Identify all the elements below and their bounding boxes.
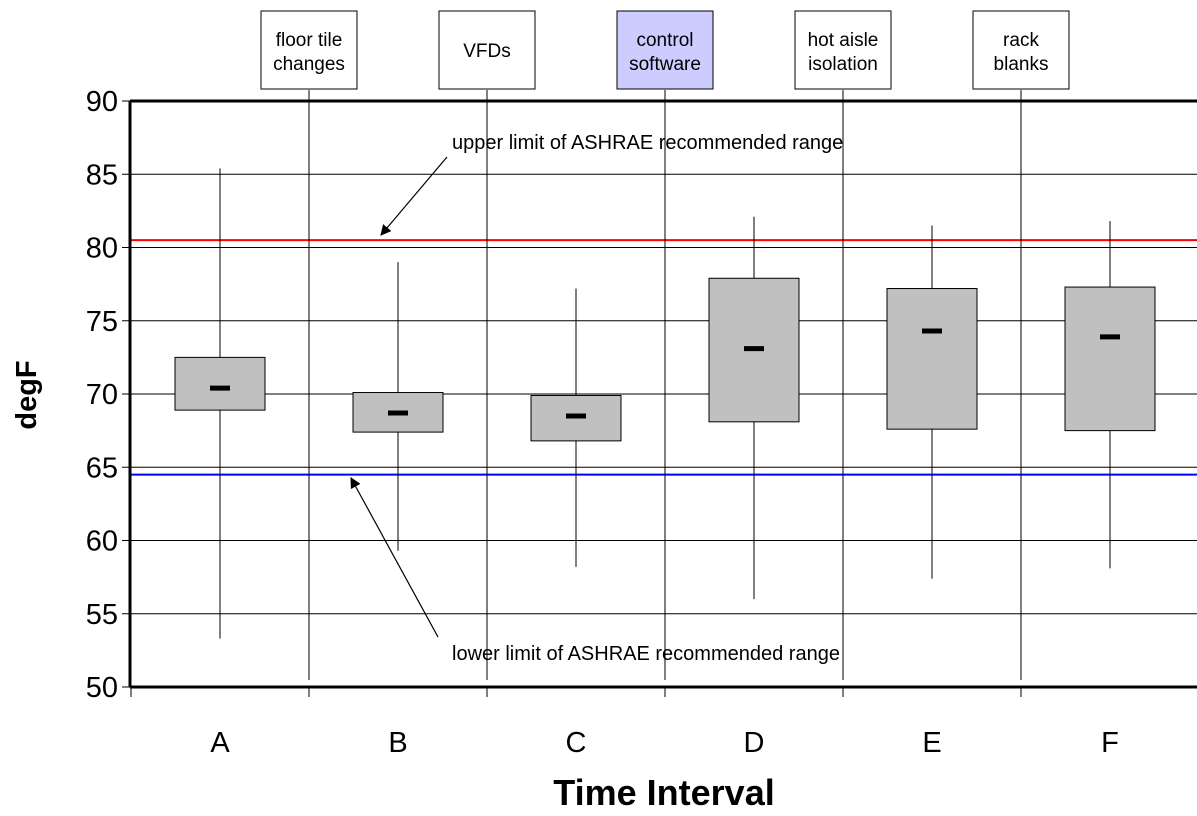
y-tick-label: 70	[86, 379, 118, 411]
event-label: rack	[1003, 30, 1039, 51]
x-tick-label: F	[1101, 727, 1119, 759]
reference-lines	[130, 239, 1197, 476]
y-tick-label: 50	[86, 672, 118, 704]
y-tick-label: 85	[86, 159, 118, 191]
event-label-box	[438, 10, 536, 90]
event-label: blanks	[994, 54, 1049, 75]
y-tick-label: 60	[86, 526, 118, 558]
x-tick-label: C	[566, 727, 587, 759]
lower-limit-annotation: lower limit of ASHRAE recommended range	[452, 643, 840, 665]
x-tick-label: E	[922, 727, 941, 759]
event-label-box	[972, 10, 1070, 90]
box	[886, 288, 978, 430]
upper-limit-annotation: upper limit of ASHRAE recommended range	[452, 132, 843, 154]
y-tick-label: 55	[86, 599, 118, 631]
event-label: software	[629, 54, 701, 75]
x-tick-label: A	[210, 727, 230, 759]
y-tick-label: 90	[86, 86, 118, 118]
y-tick-label: 75	[86, 306, 118, 338]
lower-limit-arrow	[350, 477, 439, 638]
event-markers: floor tile changes VFDs control software hot …	[260, 10, 1070, 680]
x-tick-label: B	[388, 727, 407, 759]
event-label: control	[636, 30, 693, 51]
event-label-box	[616, 10, 714, 90]
boxes-layer	[174, 168, 1156, 639]
x-tick-label: D	[744, 727, 765, 759]
event-label-box	[260, 10, 358, 90]
y-axis-title: degF	[11, 360, 43, 429]
upper-limit-arrow	[380, 156, 448, 236]
event-label: hot aisle	[808, 30, 879, 51]
annotations-layer: upper limit of ASHRAE recommended range l…	[350, 132, 843, 665]
box	[1064, 286, 1156, 432]
event-label: floor tile	[276, 30, 343, 51]
x-axis-title: Time Interval	[553, 772, 774, 813]
grid-layer	[130, 100, 1197, 688]
event-label: isolation	[808, 54, 878, 75]
box	[174, 356, 266, 411]
event-label: VFDs	[463, 41, 511, 62]
y-tick-label: 65	[86, 452, 118, 484]
y-tick-label: 80	[86, 233, 118, 265]
axes-layer: 50 55 60 65 70 75 80 85 90 A B C D E F	[86, 86, 1197, 759]
event-label: changes	[273, 54, 345, 75]
event-label-box	[794, 10, 892, 90]
